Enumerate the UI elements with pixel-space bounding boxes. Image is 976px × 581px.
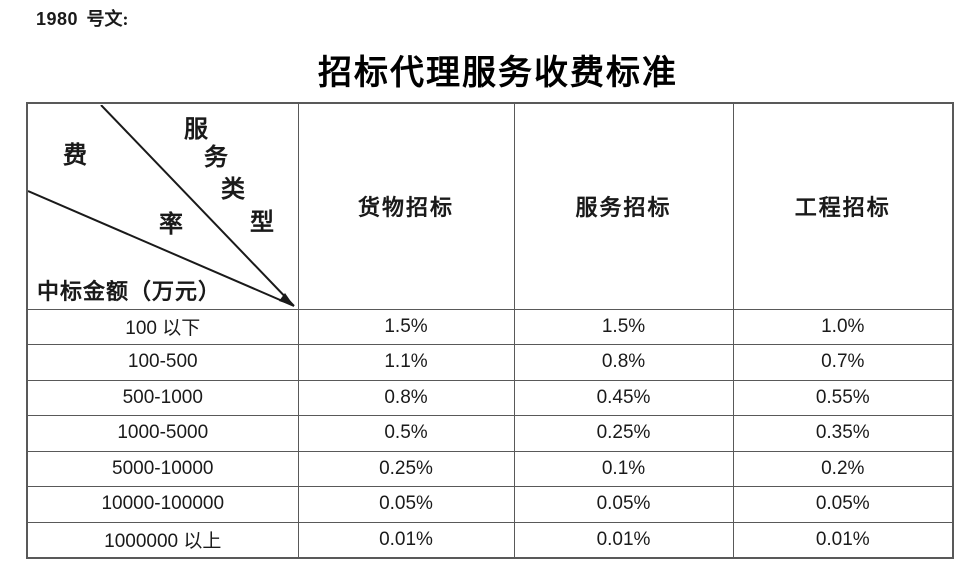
rate-cell-goods: 0.25% [297, 450, 515, 487]
service-type-axis-char: 型 [250, 209, 274, 236]
rate-cell-engineering: 0.7% [732, 344, 954, 381]
rate-cell-engineering: 0.35% [732, 415, 954, 452]
table-row: 100-500 1.1% 0.8% 0.7% [26, 344, 954, 381]
rate-cell-goods: 1.1% [297, 344, 515, 381]
rate-cell-engineering: 0.55% [732, 379, 954, 416]
rate-cell-service: 0.8% [513, 344, 734, 381]
rate-cell-engineering: 0.01% [732, 521, 954, 558]
table-header-row: 服 务 类 型 费 率 中标金额（万元） 货物招标 服务招标 工程招标 [26, 102, 954, 310]
rate-cell-goods: 1.5% [297, 308, 515, 345]
service-type-axis-char: 类 [221, 176, 245, 203]
rate-cell-goods: 0.5% [297, 415, 515, 452]
row-label: 5000-10000 [26, 450, 299, 487]
row-label: 100 以下 [26, 308, 299, 345]
diagonal-header-cell: 服 务 类 型 费 率 中标金额（万元） [26, 102, 299, 310]
doc-number: 1980 号文: [36, 5, 129, 31]
page-title: 招标代理服务收费标准 [318, 55, 678, 92]
fee-standard-table: 服 务 类 型 费 率 中标金额（万元） 货物招标 服务招标 工程招标 100 … [26, 102, 954, 559]
table-row: 100 以下 1.5% 1.5% 1.0% [26, 308, 954, 345]
rate-cell-service: 0.45% [513, 379, 734, 416]
diagonal-header-content: 服 务 类 型 费 率 中标金额（万元） [28, 104, 297, 308]
table-row: 1000-5000 0.5% 0.25% 0.35% [26, 415, 954, 452]
doc-number-value: 1980 [36, 9, 79, 29]
rate-cell-engineering: 1.0% [732, 308, 954, 345]
rate-cell-service: 1.5% [513, 308, 734, 345]
column-header-goods-tender: 货物招标 [297, 102, 515, 310]
rate-cell-goods: 0.8% [297, 379, 515, 416]
row-label: 1000000 以上 [26, 521, 299, 558]
rate-cell-service: 0.05% [513, 486, 734, 523]
service-type-axis-char: 务 [204, 144, 228, 171]
table-row: 10000-100000 0.05% 0.05% 0.05% [26, 486, 954, 523]
service-type-axis-char: 服 [184, 116, 208, 143]
rate-cell-goods: 0.01% [297, 521, 515, 558]
rate-cell-service: 0.1% [513, 450, 734, 487]
row-label: 100-500 [26, 344, 299, 381]
rate-cell-engineering: 0.2% [732, 450, 954, 487]
row-label: 500-1000 [26, 379, 299, 416]
row-label: 1000-5000 [26, 415, 299, 452]
rate-cell-goods: 0.05% [297, 486, 515, 523]
row-label: 10000-100000 [26, 486, 299, 523]
doc-number-label: 号文: [86, 9, 129, 29]
column-header-service-tender: 服务招标 [513, 102, 734, 310]
table-row: 5000-10000 0.25% 0.1% 0.2% [26, 450, 954, 487]
rate-cell-service: 0.01% [513, 521, 734, 558]
fee-rate-axis-char: 率 [159, 211, 183, 238]
rate-cell-engineering: 0.05% [732, 486, 954, 523]
column-header-engineering-tender: 工程招标 [732, 102, 954, 310]
table-row: 500-1000 0.8% 0.45% 0.55% [26, 379, 954, 416]
rate-cell-service: 0.25% [513, 415, 734, 452]
bid-amount-axis-label: 中标金额（万元） [37, 278, 222, 304]
diagonal-divider-lines [28, 104, 295, 307]
table-row: 1000000 以上 0.01% 0.01% 0.01% [26, 521, 954, 558]
fee-rate-axis-char: 费 [63, 142, 87, 169]
